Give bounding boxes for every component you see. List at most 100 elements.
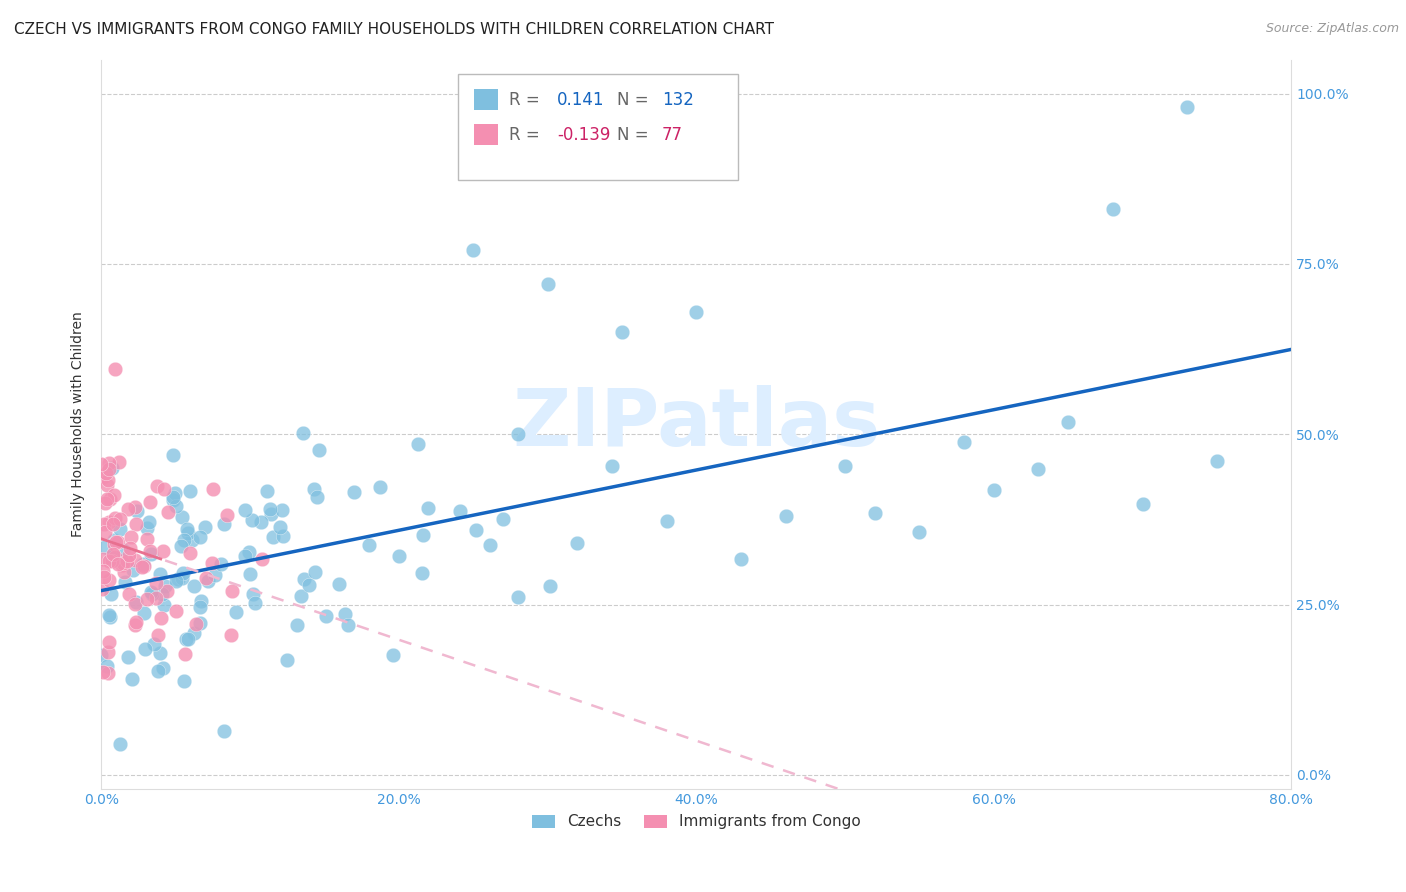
Point [124, 597, 146, 611]
Point [165, 574, 187, 588]
Point [90, 648, 112, 663]
Point [117, 548, 139, 562]
Point [655, 514, 678, 528]
Point [131, 559, 153, 574]
Point [259, 502, 281, 516]
Point [478, 537, 501, 551]
Point [176, 632, 198, 647]
Point [464, 523, 486, 537]
Text: N =: N = [617, 91, 654, 109]
Point [262, 530, 284, 544]
FancyBboxPatch shape [474, 125, 498, 145]
Point [93, 570, 115, 584]
Point [382, 648, 405, 663]
Point [100, 550, 122, 565]
Point [370, 480, 392, 494]
Point [304, 482, 326, 496]
Point [127, 503, 149, 517]
Point [834, 459, 856, 474]
Point [225, 605, 247, 619]
Point [94, 466, 117, 480]
Point [183, 579, 205, 593]
Point [291, 425, 314, 440]
Point [600, 458, 623, 473]
Point [167, 572, 190, 586]
Text: R =: R = [509, 126, 546, 144]
Point [91, 582, 114, 597]
Text: CZECH VS IMMIGRANTS FROM CONGO FAMILY HOUSEHOLDS WITH CHILDREN CORRELATION CHART: CZECH VS IMMIGRANTS FROM CONGO FAMILY HO… [14, 22, 775, 37]
Point [111, 557, 134, 571]
Point [156, 505, 179, 519]
Point [1175, 100, 1198, 114]
Point [536, 277, 558, 292]
Point [180, 533, 202, 547]
Point [567, 536, 589, 550]
Point [93, 525, 115, 540]
Point [134, 641, 156, 656]
Y-axis label: Family Households with Children: Family Households with Children [72, 311, 86, 537]
Point [1057, 415, 1080, 429]
Point [183, 625, 205, 640]
Point [145, 591, 167, 606]
FancyBboxPatch shape [458, 74, 738, 180]
Point [170, 571, 193, 585]
Point [305, 490, 328, 504]
Point [98, 554, 121, 568]
Text: 0.141: 0.141 [557, 91, 605, 109]
Point [100, 587, 122, 601]
Point [142, 637, 165, 651]
Point [114, 574, 136, 589]
Text: ZIPatlas: ZIPatlas [512, 385, 880, 463]
Point [139, 547, 162, 561]
Point [260, 508, 283, 522]
Point [156, 584, 179, 599]
Point [730, 552, 752, 566]
Point [125, 517, 148, 532]
Point [125, 615, 148, 630]
Point [176, 522, 198, 536]
Point [463, 244, 485, 258]
Text: N =: N = [617, 126, 654, 144]
Point [188, 530, 211, 544]
Point [179, 546, 201, 560]
Point [111, 558, 134, 572]
Point [97, 456, 120, 470]
Point [162, 448, 184, 462]
Point [333, 607, 356, 621]
Point [155, 579, 177, 593]
Point [165, 499, 187, 513]
Point [197, 574, 219, 588]
Point [108, 512, 131, 526]
Point [117, 501, 139, 516]
Point [685, 304, 707, 318]
Point [122, 564, 145, 578]
Point [983, 483, 1005, 497]
Point [863, 506, 886, 520]
Point [103, 488, 125, 502]
Point [408, 436, 430, 450]
Point [111, 542, 134, 557]
Point [179, 483, 201, 498]
Point [538, 579, 561, 593]
Point [238, 544, 260, 558]
Point [145, 575, 167, 590]
Point [93, 516, 115, 531]
Point [252, 552, 274, 566]
Point [152, 544, 174, 558]
Point [239, 566, 262, 581]
Point [139, 544, 162, 558]
Legend: Czechs, Immigrants from Congo: Czechs, Immigrants from Congo [526, 808, 868, 836]
Point [953, 434, 976, 449]
Point [135, 521, 157, 535]
Point [233, 549, 256, 564]
Point [177, 525, 200, 540]
Point [285, 617, 308, 632]
Point [388, 549, 411, 563]
Point [162, 492, 184, 507]
Point [146, 665, 169, 679]
Point [145, 479, 167, 493]
Point [149, 566, 172, 581]
Point [125, 594, 148, 608]
Point [97, 635, 120, 649]
Point [165, 604, 187, 618]
